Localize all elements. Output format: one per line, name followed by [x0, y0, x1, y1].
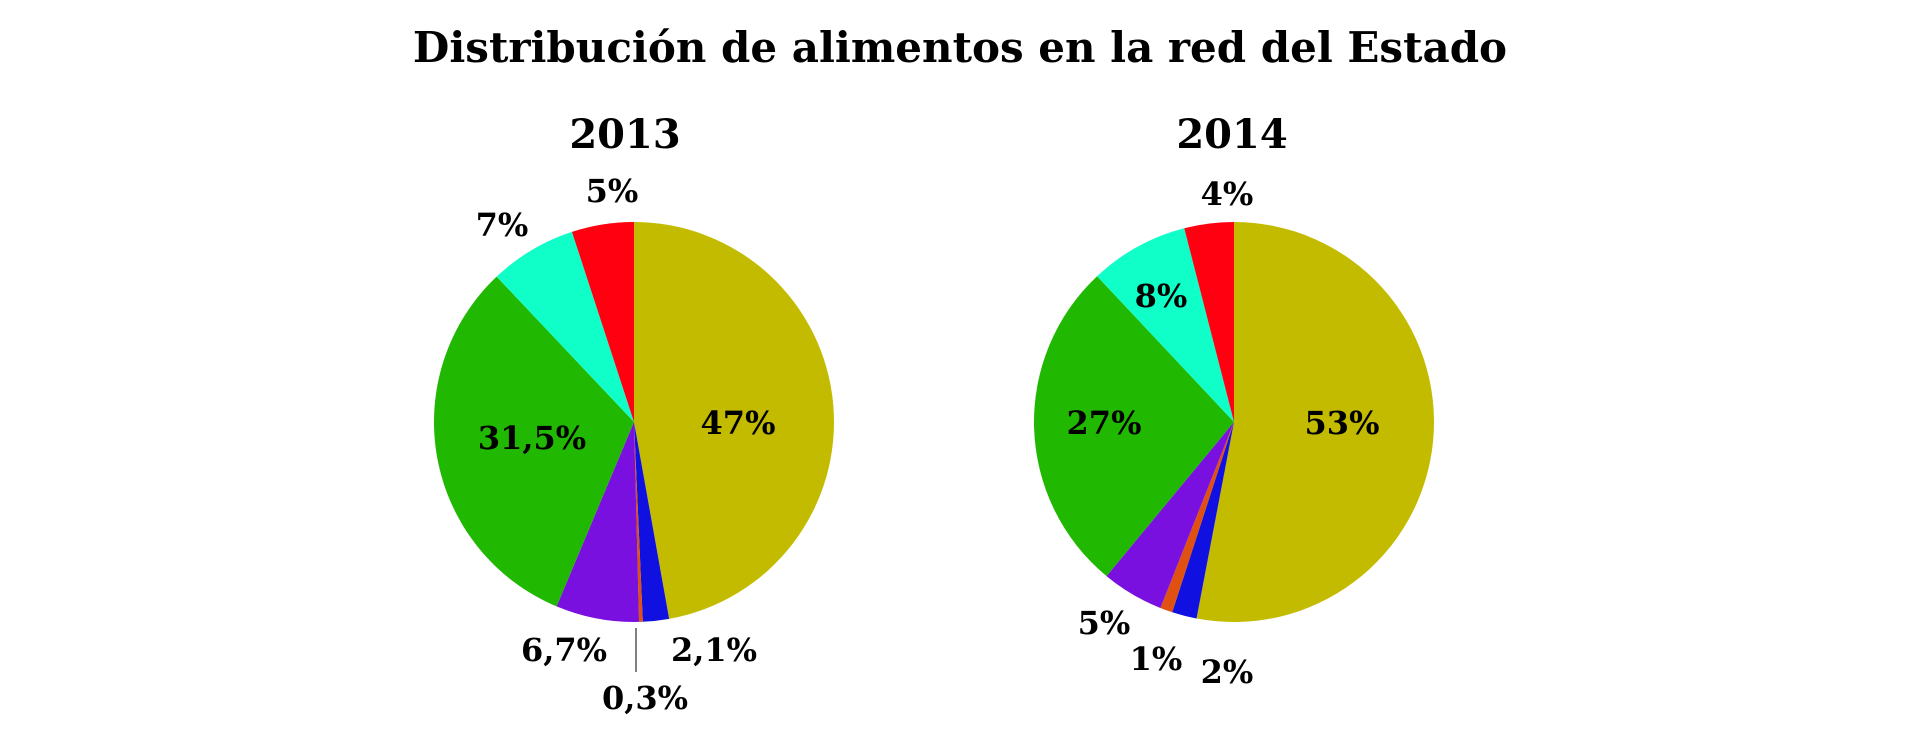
pie-2013-label-0: 47%: [701, 404, 776, 442]
pie-2013-label-2: 0,3%: [602, 679, 688, 717]
pie-2014-slice-5: [1097, 228, 1234, 422]
pie-2014-label-0: 53%: [1305, 404, 1380, 442]
chart-title: Distribución de alimentos en la red del …: [413, 23, 1507, 72]
pie-2013-slice-5: [496, 231, 634, 422]
pie-2014-slice-1: [1172, 422, 1234, 619]
pie-2014-slice-0: [1196, 222, 1434, 622]
pie-2013-label-6: 5%: [586, 172, 639, 210]
pie-2014-title: 2014: [1176, 111, 1287, 158]
pie-2014-label-3: 5%: [1078, 604, 1131, 642]
pie-2013-slice-6: [571, 222, 634, 422]
pie-2013-slice-3: [556, 422, 640, 622]
pie-2014-label-1: 2%: [1201, 653, 1254, 691]
pie-2013-label-3: 6,7%: [521, 631, 607, 669]
pie-2013-label-1: 2,1%: [671, 631, 757, 669]
pie-2014-slice-4: [1033, 276, 1234, 577]
pie-2014-label-5: 8%: [1135, 277, 1188, 315]
pie-2014-label-2: 1%: [1130, 640, 1183, 678]
pie-2014-slice-2: [1160, 422, 1234, 613]
pie-2014-label-4: 27%: [1067, 404, 1142, 442]
pie-2014-label-6: 4%: [1201, 175, 1254, 213]
pie-2013-slice-1: [634, 422, 670, 622]
pie-2014-slice-3: [1106, 422, 1234, 608]
pie-2013-slice-4: [434, 276, 634, 607]
pie-2013-label-5: 7%: [476, 206, 529, 244]
pie-2014-slice-6: [1184, 222, 1234, 422]
pie-2013-slice-0: [634, 222, 834, 619]
pie-2013-title: 2013: [569, 111, 680, 158]
pie-2013-label-4: 31,5%: [478, 419, 586, 457]
pie-2013-slice-2: [634, 422, 643, 622]
